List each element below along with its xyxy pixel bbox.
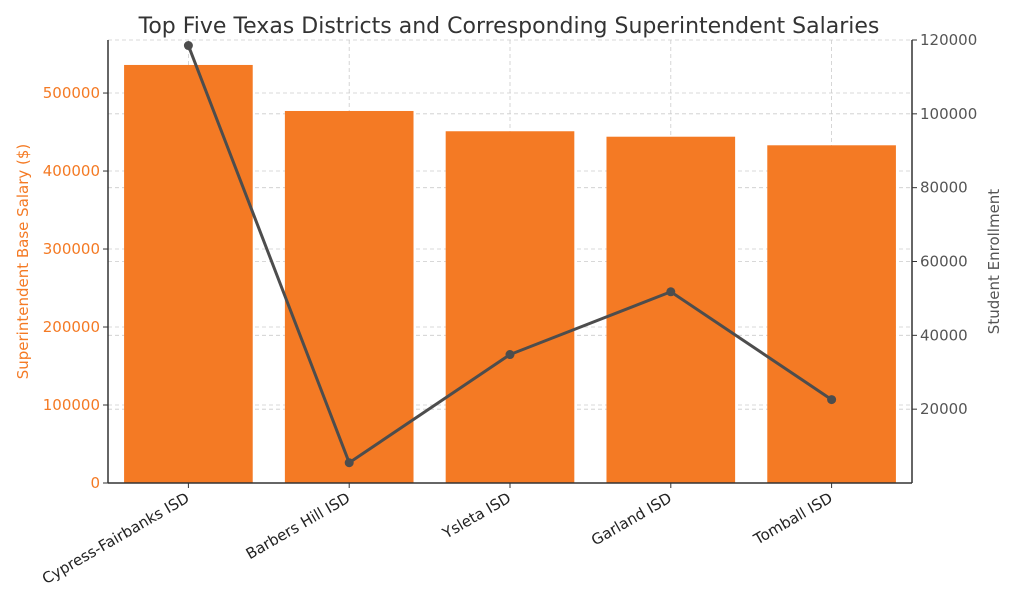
right-tick-label: 20000 — [920, 400, 968, 418]
right-tick-label: 80000 — [920, 179, 968, 197]
line-point — [666, 287, 676, 297]
line-point — [183, 41, 193, 51]
x-axis-ticks: Cypress-Fairbanks ISD Barbers Hill ISD Ysl… — [39, 483, 836, 588]
category-label: Cypress-Fairbanks ISD — [39, 489, 192, 588]
right-tick-label: 120000 — [920, 31, 977, 49]
left-tick-label: 200000 — [43, 318, 100, 336]
line-point — [827, 395, 837, 405]
bar-series — [124, 64, 896, 483]
left-tick-label: 400000 — [43, 162, 100, 180]
right-axis-ticks: 20000 40000 60000 80000 100000 120000 — [912, 31, 977, 418]
category-label: Garland ISD — [588, 489, 675, 549]
right-axis-label: Student Enrollment — [985, 189, 1003, 334]
line-point — [505, 350, 515, 360]
bar — [124, 64, 253, 483]
left-tick-label: 100000 — [43, 396, 100, 414]
left-tick-label: 500000 — [43, 84, 100, 102]
bar — [767, 145, 896, 483]
left-axis-label: Superintendent Base Salary ($) — [14, 144, 32, 380]
left-tick-label: 0 — [90, 474, 100, 492]
right-tick-label: 60000 — [920, 253, 968, 271]
line-series — [183, 41, 837, 468]
left-tick-label: 300000 — [43, 240, 100, 258]
category-label: Tomball ISD — [750, 489, 836, 549]
left-axis-ticks: 0 100000 200000 300000 400000 500000 — [43, 84, 108, 492]
right-tick-label: 40000 — [920, 326, 968, 344]
line-point — [344, 458, 354, 468]
right-tick-label: 100000 — [920, 105, 977, 123]
bar — [284, 110, 414, 483]
chart-title: Top Five Texas Districts and Correspondi… — [138, 14, 880, 39]
category-label: Barbers Hill ISD — [243, 489, 354, 563]
bar — [445, 131, 575, 483]
category-label: Ysleta ISD — [439, 489, 514, 543]
